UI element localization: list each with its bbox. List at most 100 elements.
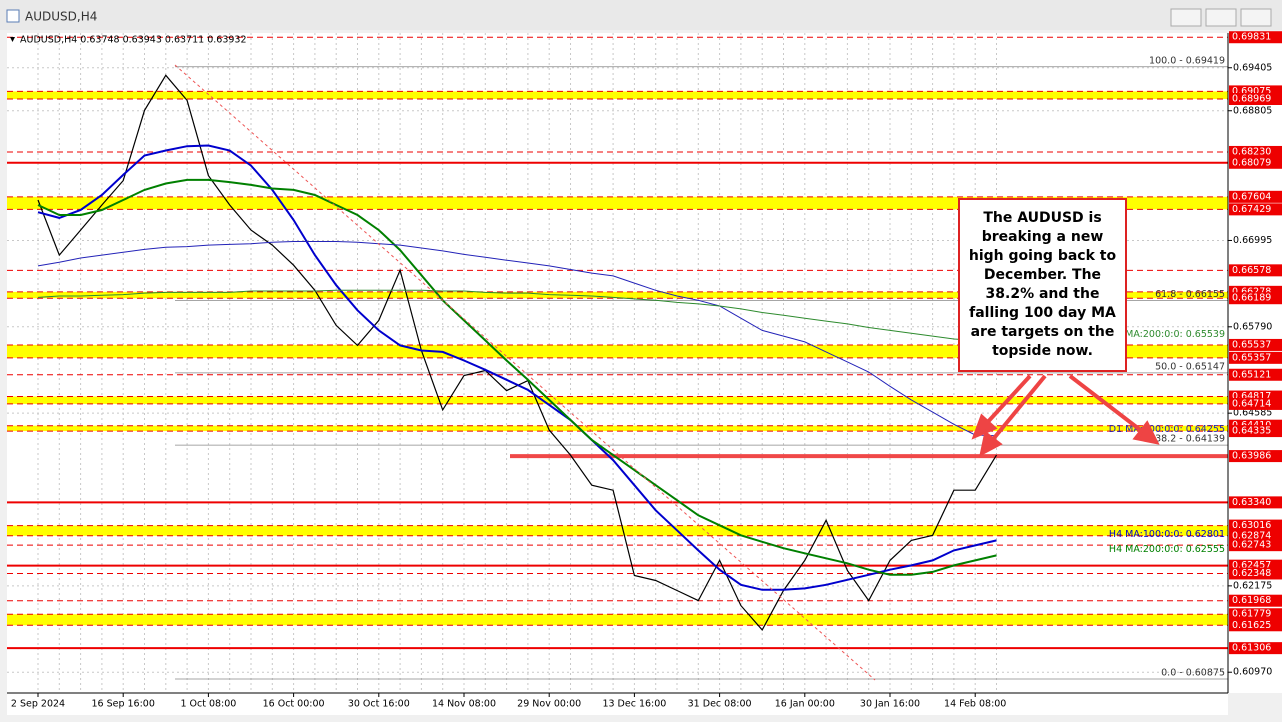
level-label-bg (1229, 203, 1282, 216)
level-label-bg (1229, 539, 1282, 552)
level-label: 0.65357 (1232, 352, 1271, 363)
level-label: 0.61625 (1232, 620, 1271, 631)
level-label-bg (1229, 368, 1282, 381)
minimize-button[interactable] (1170, 8, 1202, 27)
series-label: MA:200:0:0: 0.65539 (1125, 329, 1225, 340)
level-label: 0.65121 (1232, 369, 1271, 380)
arrow (983, 374, 1032, 427)
x-tick-label: 14 Nov 08:00 (432, 699, 496, 710)
level-label: 0.64714 (1232, 398, 1271, 409)
level-label: 0.61306 (1232, 643, 1271, 654)
level-label-bg (1229, 567, 1282, 580)
level-label: 0.66578 (1232, 265, 1271, 276)
y-tick-label: 0.60970 (1233, 667, 1272, 678)
x-tick-label: 16 Oct 00:00 (263, 699, 325, 710)
close-button[interactable] (1240, 8, 1272, 27)
level-label-bg (1229, 619, 1282, 632)
x-tick-label: 14 Feb 08:00 (944, 699, 1006, 710)
level-label-bg (1229, 529, 1282, 542)
level-label: 0.63340 (1232, 497, 1271, 508)
level-label: 0.63016 (1232, 520, 1271, 531)
callout: The AUDUSD is breaking a new high going … (958, 198, 1127, 372)
level-label: 0.61779 (1232, 609, 1271, 620)
x-tick-label: 30 Oct 16:00 (348, 699, 410, 710)
time-axis (7, 693, 1228, 715)
arrow-head (979, 430, 1003, 457)
y-tick-label: 0.64585 (1233, 408, 1272, 419)
fib-label: 0.0 - 0.60875 (1161, 668, 1225, 679)
level-label-bg (1229, 608, 1282, 621)
zone (7, 614, 1228, 626)
arrow (988, 374, 1047, 445)
x-tick-label: 13 Dec 16:00 (602, 699, 666, 710)
zone (7, 396, 1228, 404)
level-label-bg (1229, 519, 1282, 532)
y-tick-label: 0.68805 (1233, 105, 1272, 116)
level-label-bg (1229, 338, 1282, 351)
x-tick-label: 29 Nov 00:00 (517, 699, 581, 710)
window-icon (6, 9, 20, 23)
y-tick-label: 0.65790 (1233, 321, 1272, 332)
x-tick-label: 16 Sep 16:00 (91, 699, 154, 710)
x-tick-label: 1 Oct 08:00 (180, 699, 236, 710)
level-label-bg (1229, 190, 1282, 203)
symbol-marker (10, 37, 15, 42)
level-label-bg (1229, 425, 1282, 438)
series-label: H4 MA:100:0:0: 0.62801 (1109, 529, 1225, 540)
level-label-bg (1229, 496, 1282, 509)
fib-trend-line (174, 64, 876, 681)
level-label-bg (1229, 145, 1282, 158)
y-tick-label: 0.66995 (1233, 235, 1272, 246)
fib-label: 61.8 - 0.66155 (1155, 289, 1225, 300)
arrow (1068, 374, 1145, 434)
level-label-bg (1229, 351, 1282, 364)
level-label: 0.63986 (1232, 451, 1271, 462)
level-label-bg (1229, 156, 1282, 169)
zone (7, 425, 1228, 432)
chart-subtitle: AUDUSD,H4 0.63748 0.63943 0.63711 0.6393… (20, 35, 247, 46)
series-line (37, 289, 997, 341)
level-label: 0.66189 (1232, 293, 1271, 304)
level-label: 0.68079 (1232, 157, 1271, 168)
level-label-bg (1229, 450, 1282, 463)
level-label: 0.64335 (1232, 426, 1271, 437)
level-label: 0.64817 (1232, 391, 1271, 402)
x-tick-label: 16 Jan 00:00 (775, 699, 835, 710)
series-line (37, 144, 997, 591)
y-tick-label: 0.69405 (1233, 62, 1272, 73)
level-label-bg (1229, 292, 1282, 305)
level-label: 0.65537 (1232, 339, 1271, 350)
series-label: H4 MA:200:0:0: 0.62555 (1109, 544, 1225, 555)
series-label: D1 MA:100:0:0: 0.64255 (1109, 424, 1225, 435)
level-label: 0.69075 (1232, 86, 1271, 97)
level-label: 0.67429 (1232, 204, 1271, 215)
fib-label: 100.0 - 0.69419 (1149, 55, 1225, 66)
maximize-button[interactable] (1205, 8, 1237, 27)
arrow-head (1132, 420, 1160, 445)
level-label: 0.69831 (1232, 32, 1271, 43)
level-label-bg (1229, 397, 1282, 410)
level-label: 0.62874 (1232, 530, 1271, 541)
level-label-bg (1229, 594, 1282, 607)
y-tick-label: 0.62175 (1233, 580, 1272, 591)
x-tick-label: 30 Jan 16:00 (860, 699, 920, 710)
level-label-bg (1229, 31, 1282, 44)
title-bar (0, 0, 1282, 30)
level-label: 0.62348 (1232, 568, 1271, 579)
fib-label: 50.0 - 0.65147 (1155, 361, 1225, 372)
series-line (37, 241, 997, 437)
level-label-bg (1229, 642, 1282, 655)
level-label: 0.62457 (1232, 560, 1271, 571)
level-label-bg (1229, 93, 1282, 105)
x-tick-label: 31 Dec 08:00 (688, 699, 752, 710)
level-label: 0.61968 (1232, 595, 1271, 606)
level-label: 0.68969 (1232, 94, 1271, 105)
level-label: 0.66278 (1232, 286, 1271, 297)
level-label: 0.68230 (1232, 146, 1271, 157)
level-label: 0.62743 (1232, 540, 1271, 551)
zone (7, 196, 1228, 210)
level-label-bg (1229, 264, 1282, 277)
series-line (37, 178, 997, 576)
